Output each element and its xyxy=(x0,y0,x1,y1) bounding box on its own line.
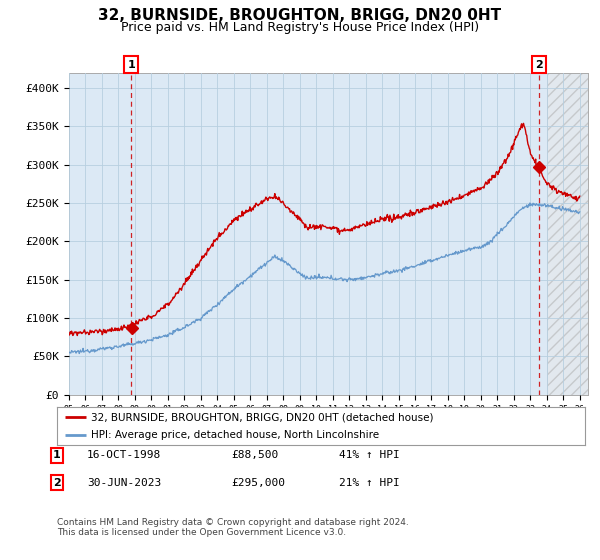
Text: 1: 1 xyxy=(53,450,61,460)
Text: 2: 2 xyxy=(535,59,542,69)
Bar xyxy=(547,73,588,395)
Text: 41% ↑ HPI: 41% ↑ HPI xyxy=(339,450,400,460)
Text: £295,000: £295,000 xyxy=(231,478,285,488)
Text: 32, BURNSIDE, BROUGHTON, BRIGG, DN20 0HT (detached house): 32, BURNSIDE, BROUGHTON, BRIGG, DN20 0HT… xyxy=(91,412,434,422)
Text: 1: 1 xyxy=(128,59,136,69)
Text: £88,500: £88,500 xyxy=(231,450,278,460)
Bar xyxy=(547,73,588,395)
Text: 30-JUN-2023: 30-JUN-2023 xyxy=(87,478,161,488)
Text: 16-OCT-1998: 16-OCT-1998 xyxy=(87,450,161,460)
Text: HPI: Average price, detached house, North Lincolnshire: HPI: Average price, detached house, Nort… xyxy=(91,430,379,440)
Bar xyxy=(547,73,588,395)
Text: 32, BURNSIDE, BROUGHTON, BRIGG, DN20 0HT: 32, BURNSIDE, BROUGHTON, BRIGG, DN20 0HT xyxy=(98,8,502,24)
Text: 21% ↑ HPI: 21% ↑ HPI xyxy=(339,478,400,488)
Text: 2: 2 xyxy=(53,478,61,488)
Text: Price paid vs. HM Land Registry's House Price Index (HPI): Price paid vs. HM Land Registry's House … xyxy=(121,21,479,34)
Text: Contains HM Land Registry data © Crown copyright and database right 2024.
This d: Contains HM Land Registry data © Crown c… xyxy=(57,518,409,538)
